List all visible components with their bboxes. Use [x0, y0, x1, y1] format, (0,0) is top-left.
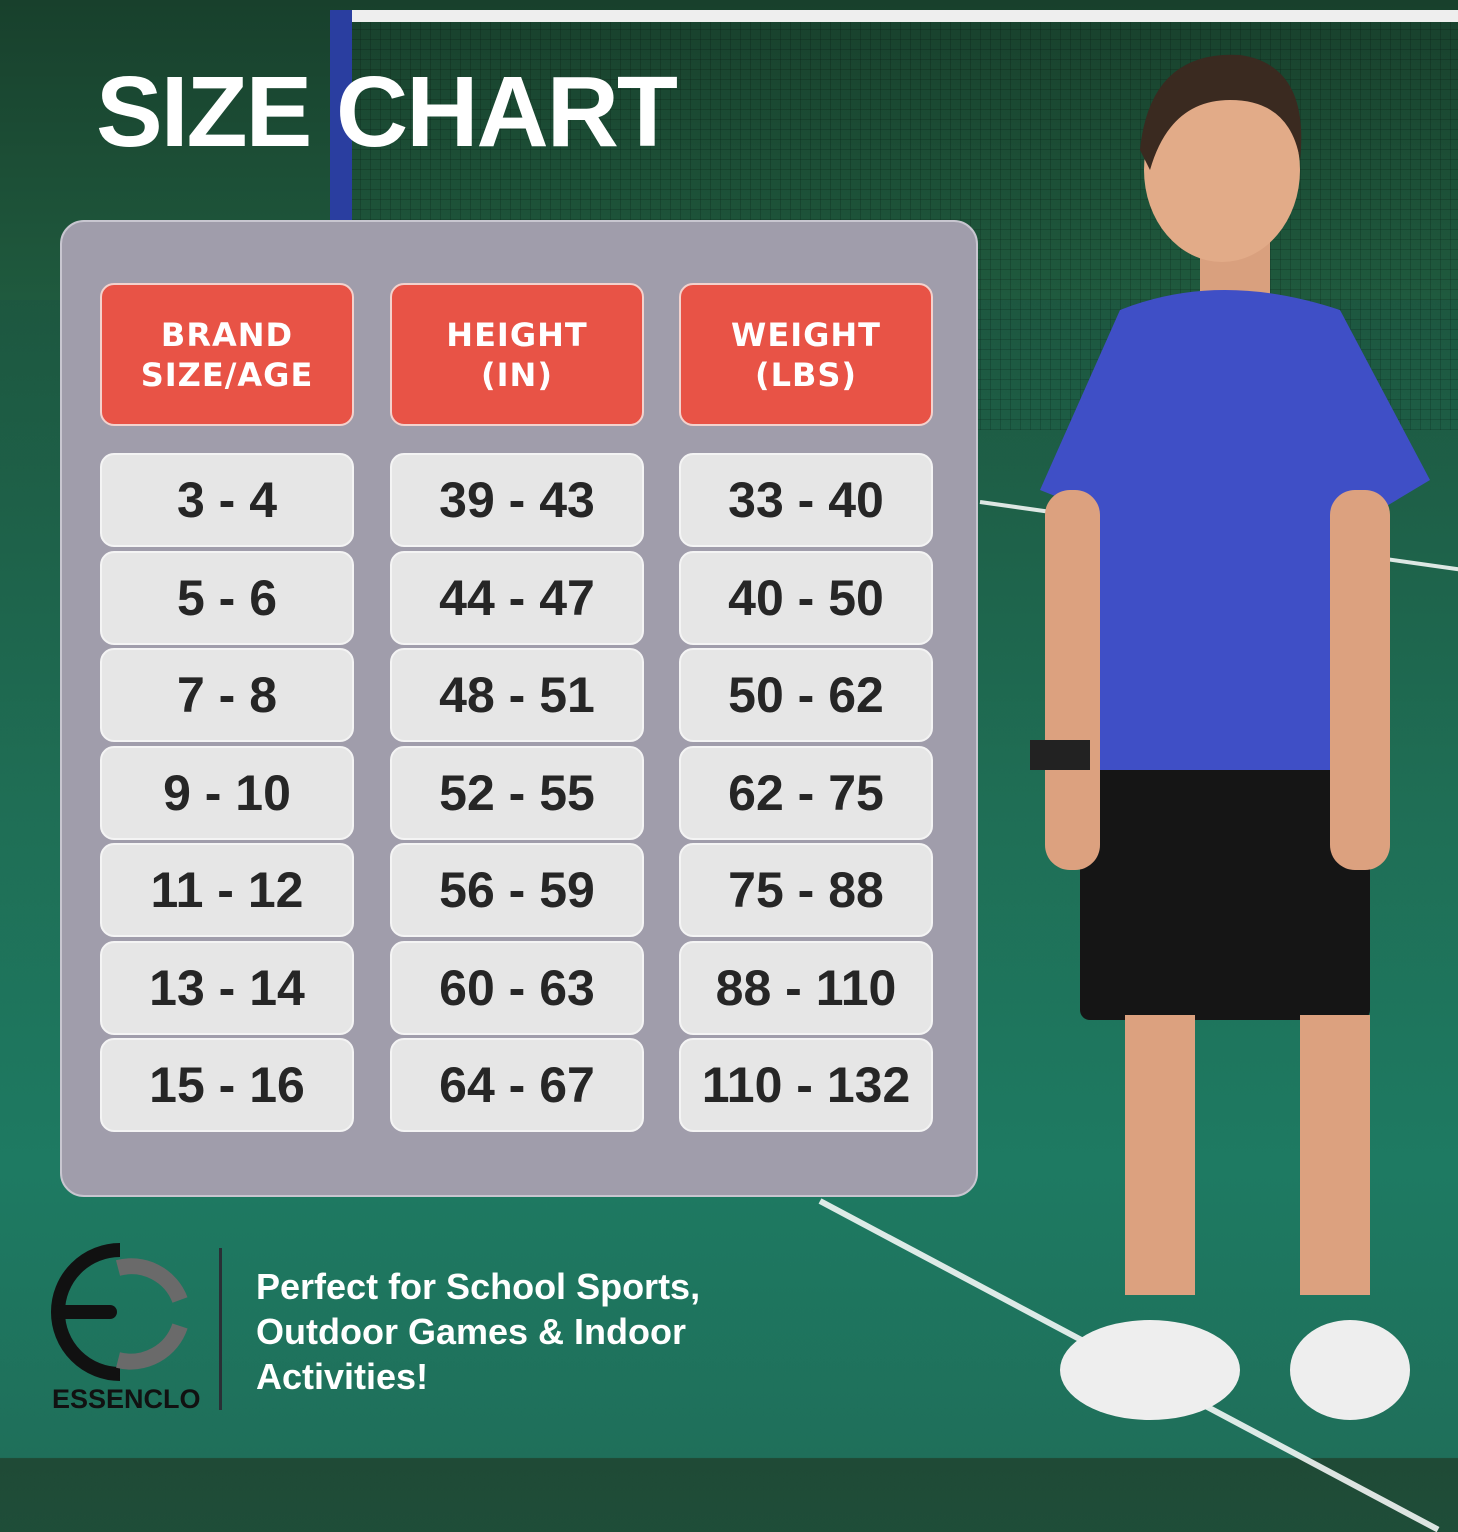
table-cell: 13 - 14	[100, 941, 354, 1035]
divider	[219, 1248, 222, 1410]
table-cell: 52 - 55	[390, 746, 644, 840]
net-pole	[330, 10, 352, 220]
table-cell: 3 - 4	[100, 453, 354, 547]
table-cell: 15 - 16	[100, 1038, 354, 1132]
column-header: BRAND SIZE/AGE	[100, 283, 354, 426]
tagline: Perfect for School Sports, Outdoor Games…	[256, 1266, 701, 1397]
net-band	[350, 10, 1458, 22]
table-cell: 110 - 132	[679, 1038, 933, 1132]
column-header: HEIGHT (IN)	[390, 283, 644, 426]
table-cell: 40 - 50	[679, 551, 933, 645]
table-cell: 44 - 47	[390, 551, 644, 645]
essenclo-logo	[51, 1243, 188, 1381]
table-cell: 60 - 63	[390, 941, 644, 1035]
table-cell: 62 - 75	[679, 746, 933, 840]
table-cell: 75 - 88	[679, 843, 933, 937]
table-cell: 9 - 10	[100, 746, 354, 840]
table-cell: 48 - 51	[390, 648, 644, 742]
table-cell: 56 - 59	[390, 843, 644, 937]
page-title: SIZE CHART	[96, 56, 678, 168]
table-cell: 50 - 62	[679, 648, 933, 742]
table-cell: 88 - 110	[679, 941, 933, 1035]
table-cell: 64 - 67	[390, 1038, 644, 1132]
brand-name: ESSENCLO	[52, 1384, 201, 1414]
table-cell: 33 - 40	[679, 453, 933, 547]
table-cell: 7 - 8	[100, 648, 354, 742]
model-photo	[1030, 54, 1430, 1420]
table-cell: 39 - 43	[390, 453, 644, 547]
table-cell: 5 - 6	[100, 551, 354, 645]
table-cell: 11 - 12	[100, 843, 354, 937]
column-header: WEIGHT (LBS)	[679, 283, 933, 426]
